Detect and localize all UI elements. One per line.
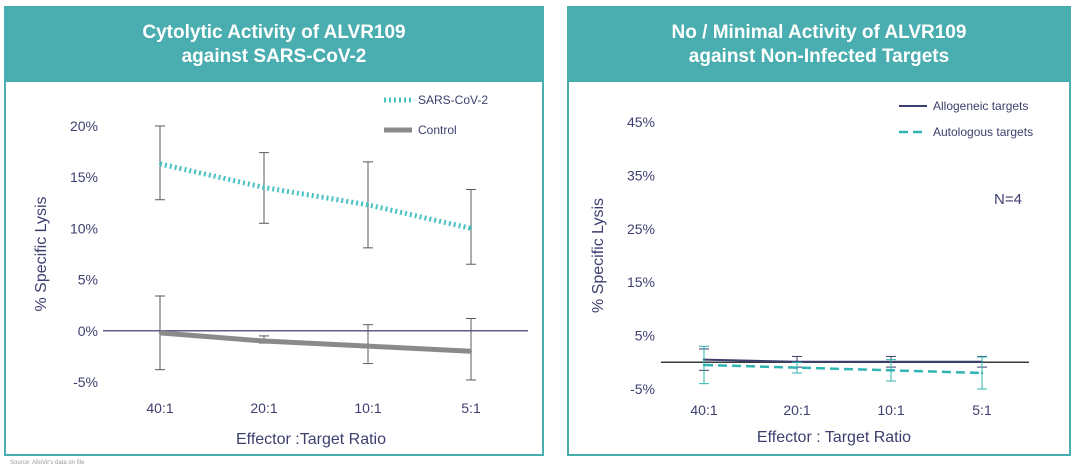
chart1-legend-label: Allogeneic targets: [933, 99, 1028, 113]
chart1-legend-label: Autologous targets: [933, 125, 1033, 139]
chart1-series1-point: [702, 363, 706, 367]
chart-panel-left: Cytolytic Activity of ALVR109 against SA…: [4, 6, 544, 456]
chart0-xtick-label: 20:1: [250, 400, 277, 416]
chart0-y-axis-label: % Specific Lysis: [33, 197, 50, 312]
chart1-y-axis-label: % Specific Lysis: [590, 198, 607, 313]
chart0-series0-point: [158, 162, 162, 166]
chart0-ytick-label: 15%: [70, 169, 98, 185]
chart-title-right-line1: No / Minimal Activity of ALVR109: [671, 22, 967, 43]
chart0-xtick-label: 40:1: [146, 400, 173, 416]
chart1-annotation: N=4: [994, 191, 1022, 208]
chart0-series1-point: [366, 344, 370, 348]
chart0-series-line-sars-cov-2: [159, 161, 472, 231]
chart1-series1-point: [889, 369, 893, 372]
chart0-xtick-label: 10:1: [354, 400, 381, 416]
chart0-legend-label: Control: [418, 123, 457, 137]
chart1-ytick-label: 35%: [627, 167, 655, 183]
chart0-x-axis-label: Effector :Target Ratio: [236, 431, 386, 448]
chart1-ytick-label: -5%: [630, 381, 655, 397]
chart0-ytick-label: 5%: [78, 272, 98, 288]
chart0-series-line-control: [159, 330, 472, 354]
chart-title-right: No / Minimal Activity of ALVR109 against…: [569, 8, 1069, 82]
chart0-series0-point: [262, 186, 266, 189]
chart1-series1-point: [980, 371, 984, 375]
chart1-xtick-label: 5:1: [972, 402, 992, 418]
chart1-x-axis-label: Effector : Target Ratio: [757, 429, 911, 446]
chart-left-plot: 20% 15% 10% 5% 0% -5% 40:1 20:1 10:1 5:1 Effector …: [33, 93, 528, 448]
chart1-series-line-allogeneic-targets: [703, 358, 982, 363]
chart-title-left: Cytolytic Activity of ALVR109 against SA…: [6, 8, 542, 82]
chart1-ytick-label: 25%: [627, 221, 655, 237]
source-note: Source: AlloVir's data on file: [10, 460, 85, 466]
chart0-ytick-label: -5%: [73, 374, 98, 390]
chart1-series-line-autologous-targets: [703, 363, 983, 375]
chart-right-plot: 45% 35% 25% 15% 5% -5% 40:1 20:1 10:1 5:1 Effector…: [590, 99, 1033, 446]
chart-title-right-line2: against Non-Infected Targets: [688, 46, 950, 67]
chart1-ytick-label: 15%: [627, 274, 655, 290]
chart0-ytick-label: 20%: [70, 118, 98, 134]
chart1-ytick-label: 5%: [635, 328, 655, 344]
chart0-legend-label: SARS-CoV-2: [418, 93, 488, 107]
chart0-series1-point: [262, 339, 266, 343]
chart1-ytick-label: 45%: [627, 114, 655, 130]
chart0-xtick-label: 5:1: [461, 400, 481, 416]
chart0-series1-point: [158, 331, 162, 335]
chart-title-left-line1: Cytolytic Activity of ALVR109: [142, 22, 406, 43]
chart1-xtick-label: 10:1: [877, 402, 904, 418]
chart-title-left-line2: against SARS-CoV-2: [181, 46, 367, 67]
chart0-series1-point: [469, 350, 473, 353]
chart-panel-right: No / Minimal Activity of ALVR109 against…: [567, 6, 1071, 456]
chart1-xtick-label: 40:1: [690, 402, 717, 418]
chart1-xtick-label: 20:1: [783, 402, 810, 418]
chart0-ytick-label: 10%: [70, 220, 98, 236]
chart0-series0-point: [469, 227, 473, 230]
chart0-ytick-label: 0%: [78, 323, 98, 339]
chart1-series1-point: [795, 366, 799, 369]
chart0-series0-point: [366, 203, 370, 207]
